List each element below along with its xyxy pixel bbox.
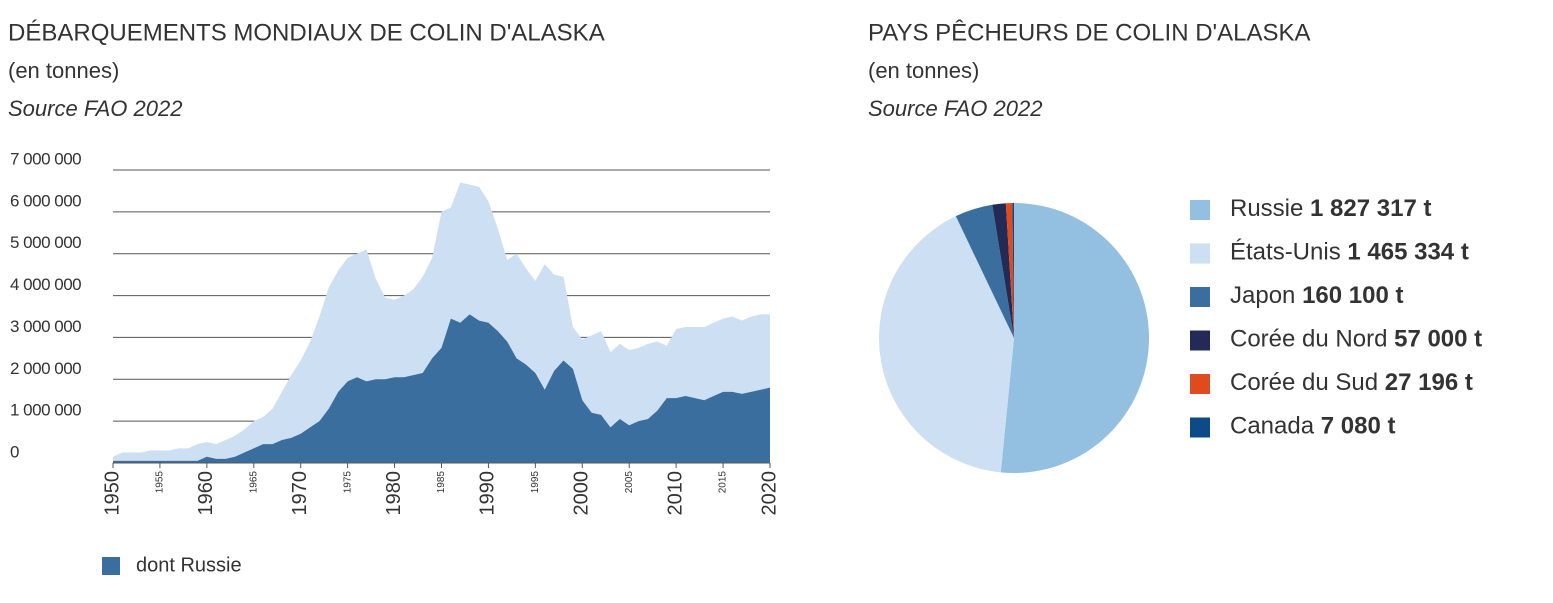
y-tick-label: 5 000 000	[10, 233, 81, 252]
legend-label: Japon 160 100 t	[1230, 282, 1403, 309]
legend-value: 7 080 t	[1321, 413, 1396, 440]
x-tick-label: 1995	[530, 471, 541, 494]
x-tick-label: 1985	[436, 471, 447, 494]
legend-value: 27 196 t	[1385, 369, 1473, 396]
y-tick-label: 4 000 000	[10, 275, 81, 294]
legend-swatch	[1190, 287, 1210, 307]
legend-label: dont Russie	[136, 554, 242, 576]
legend-swatch	[1190, 200, 1210, 220]
x-tick-label: 2020	[758, 471, 780, 516]
chart-title: PAYS PÊCHEURS DE COLIN D'ALASKA	[868, 19, 1311, 46]
pie-slice	[955, 204, 1014, 338]
x-tick-label: 2005	[624, 471, 635, 494]
x-tick-label: 2010	[664, 471, 686, 516]
legend-label: Canada 7 080 t	[1230, 413, 1395, 440]
y-tick-label: 3 000 000	[10, 317, 81, 336]
y-tick-label: 2 000 000	[10, 359, 81, 378]
x-tick-label: 1965	[248, 471, 259, 494]
chart-source: Source FAO 2022	[8, 96, 182, 121]
x-tick-label: 2015	[718, 471, 729, 494]
legend-value: 1 465 334 t	[1347, 239, 1468, 266]
legend-name: Russie	[1230, 195, 1303, 222]
legend-name: Canada	[1230, 413, 1315, 440]
legend-swatch	[1190, 243, 1210, 264]
x-tick-label: 1990	[477, 471, 499, 516]
x-tick-label: 1980	[383, 471, 405, 516]
legend-swatch	[1190, 417, 1210, 438]
legend-label: Corée du Nord 57 000 t	[1230, 326, 1482, 353]
legend-swatch	[1190, 330, 1210, 351]
pie-slice	[1005, 203, 1014, 338]
area	[113, 182, 770, 464]
area	[113, 314, 770, 463]
pie-slice	[878, 216, 1014, 473]
chart-subtitle: (en tonnes)	[8, 58, 119, 83]
x-tick-label: 1950	[101, 471, 123, 516]
pie-slice	[1000, 203, 1149, 474]
y-tick-label: 0	[10, 442, 19, 461]
pie-slice	[992, 203, 1014, 338]
x-tick-label: 2000	[571, 471, 593, 516]
legend-value: 160 100 t	[1302, 282, 1403, 309]
legend-label: États-Unis 1 465 334 t	[1230, 239, 1469, 266]
chart-subtitle: (en tonnes)	[868, 58, 979, 83]
x-tick-label: 1955	[155, 471, 166, 494]
legend-name: États-Unis	[1230, 239, 1341, 266]
legend-value: 57 000 t	[1394, 326, 1482, 353]
legend-swatch	[1190, 374, 1210, 394]
pie-slice	[1012, 203, 1014, 338]
y-tick-label: 7 000 000	[10, 149, 81, 168]
x-tick-label: 1970	[289, 471, 311, 516]
legend-name: Japon	[1230, 282, 1295, 309]
legend-value: 1 827 317 t	[1310, 195, 1431, 222]
legend-name: Corée du Sud	[1230, 369, 1378, 396]
legend-label: Corée du Sud 27 196 t	[1230, 369, 1473, 396]
y-tick-label: 1 000 000	[10, 401, 81, 420]
legend-swatch	[102, 557, 120, 575]
x-tick-label: 1975	[342, 471, 353, 494]
legend-name: Corée du Nord	[1230, 326, 1387, 353]
x-tick-label: 1960	[195, 471, 217, 516]
legend-label: Russie 1 827 317 t	[1230, 195, 1431, 222]
y-tick-label: 6 000 000	[10, 191, 81, 210]
chart-title: DÉBARQUEMENTS MONDIAUX DE COLIN D'ALASKA	[8, 19, 605, 46]
chart-source: Source FAO 2022	[868, 96, 1042, 121]
